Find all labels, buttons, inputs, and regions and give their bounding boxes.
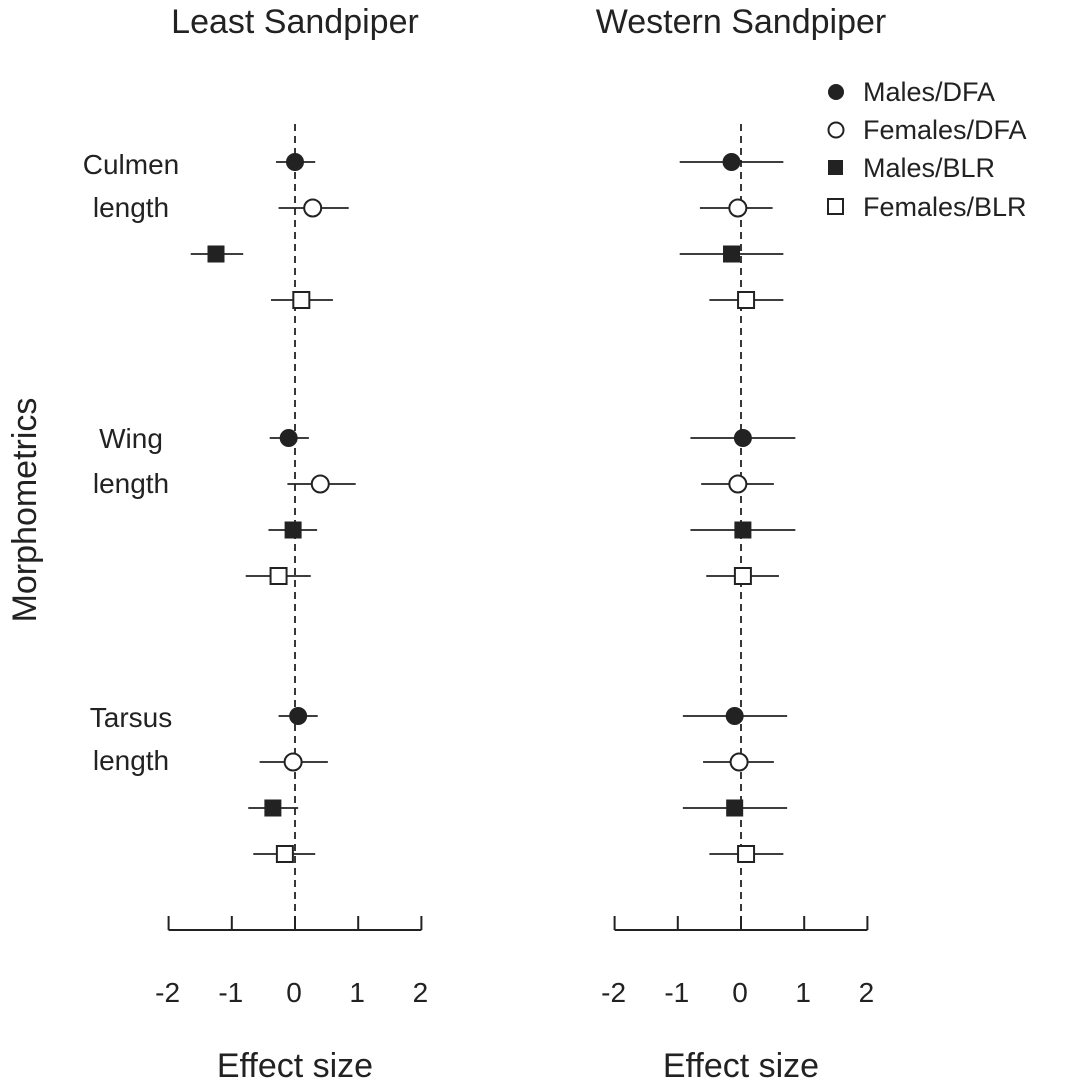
x-tick-label: 0 [286, 977, 302, 1008]
x-tick-label: -2 [155, 977, 180, 1008]
x-axis-label-western: Effect size [663, 1047, 819, 1083]
males-blr-point [284, 521, 302, 539]
group-label-culmen-line1: Culmen [83, 149, 179, 180]
females-blr-point [292, 291, 311, 309]
females-blr-point [269, 567, 288, 585]
females-blr-point [737, 291, 756, 309]
panel-western-sandpiper: Western Sandpiper -2 -1 0 1 2 Effect size [596, 3, 886, 1083]
group-label-wing-line2: length [93, 468, 169, 499]
males-blr-point [723, 245, 741, 263]
x-tick-label: -2 [601, 977, 626, 1008]
plot-area-least: -2 -1 0 1 2 [155, 124, 428, 1008]
group-label-tarsus-line2: length [93, 745, 169, 776]
legend-label-males-blr: Males/BLR [863, 153, 995, 183]
legend-marker-filled-circle [828, 84, 844, 100]
x-tick-label: 1 [795, 977, 811, 1008]
x-tick-label: -1 [664, 977, 689, 1008]
x-tick-label: 2 [859, 977, 875, 1008]
plot-area-western: -2 -1 0 1 2 [601, 124, 874, 1008]
males-dfa-point [279, 429, 298, 447]
males-blr-point [734, 521, 752, 539]
y-axis-label: Morphometrics [6, 398, 44, 623]
males-dfa-point [289, 707, 308, 725]
females-dfa-point [310, 474, 330, 494]
legend-marker-open-square [827, 198, 844, 215]
males-blr-point [264, 799, 282, 817]
females-dfa-point [728, 198, 748, 218]
group-label-wing-line1: Wing [99, 423, 163, 454]
females-blr-point [275, 845, 294, 863]
panel-least-sandpiper: Least Sandpiper Morphometrics Culmen len… [6, 3, 428, 1083]
x-tick-label: 0 [732, 977, 748, 1008]
group-label-culmen-line2: length [93, 192, 169, 223]
males-dfa-point [286, 153, 304, 171]
females-dfa-point [283, 752, 303, 772]
males-dfa-point [733, 429, 752, 447]
legend-label-females-dfa: Females/DFA [863, 115, 1027, 145]
legend-label-males-dfa: Males/DFA [863, 77, 995, 107]
females-dfa-point [729, 752, 749, 772]
x-axis-label-least: Effect size [217, 1047, 373, 1083]
males-dfa-point [725, 707, 744, 725]
males-dfa-point [722, 153, 741, 171]
legend: Males/DFA Females/DFA Males/BLR Females/… [827, 77, 1027, 222]
legend-marker-filled-square [828, 160, 843, 175]
panel-title-least: Least Sandpiper [171, 3, 419, 41]
x-tick-label: 2 [413, 977, 429, 1008]
legend-marker-open-circle [827, 121, 845, 139]
panel-title-western: Western Sandpiper [596, 3, 886, 41]
males-blr-point [726, 799, 744, 817]
legend-label-females-blr: Females/BLR [863, 192, 1027, 222]
males-blr-point [207, 245, 225, 263]
females-blr-point [737, 845, 756, 863]
group-label-tarsus-line1: Tarsus [90, 702, 172, 733]
x-tick-label: -1 [218, 977, 243, 1008]
females-dfa-point [303, 198, 323, 218]
females-blr-point [733, 567, 752, 585]
x-tick-label: 1 [349, 977, 365, 1008]
females-dfa-point [728, 474, 748, 494]
